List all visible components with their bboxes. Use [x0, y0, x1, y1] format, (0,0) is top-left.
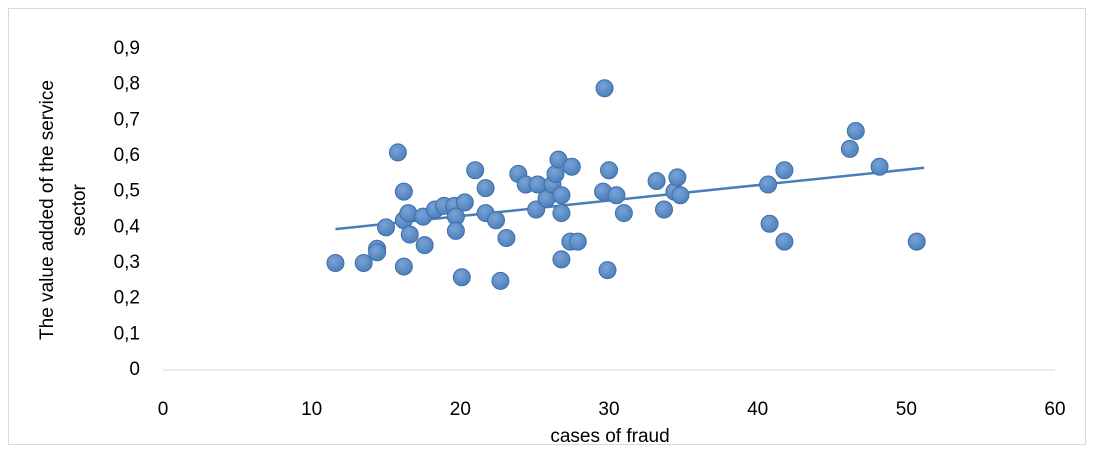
scatter-point [455, 193, 474, 212]
x-axis-label: cases of fraud [550, 426, 669, 447]
scatter-point [668, 168, 687, 187]
scatter-point [568, 232, 587, 251]
scatter-point [399, 204, 418, 223]
y-tick-label: 0,2 [114, 288, 140, 309]
scatter-point [562, 157, 581, 176]
scatter-point [466, 161, 485, 180]
trendline [335, 166, 925, 231]
y-axis-label-line: The value added of the service [37, 80, 58, 340]
scatter-point [775, 232, 794, 251]
scatter-point [595, 79, 614, 98]
scatter-point [354, 254, 373, 272]
scatter-point [552, 186, 571, 205]
scatter-point [388, 143, 407, 162]
scatter-point [647, 171, 666, 190]
x-tick-label: 40 [747, 399, 768, 420]
scatter-point [326, 254, 345, 272]
scatter-point [552, 204, 571, 223]
scatter-point [452, 268, 471, 287]
y-tick-label: 0,9 [114, 38, 140, 59]
scatter-point [377, 218, 395, 237]
scatter-point [600, 161, 618, 180]
y-tick-label: 0,1 [114, 323, 140, 344]
y-tick-label: 0,7 [114, 109, 140, 130]
y-tick-label: 0,8 [114, 74, 140, 95]
scatter-point [487, 211, 506, 230]
scatter-point [394, 257, 413, 276]
scatter-point [775, 161, 794, 180]
scatter-point [598, 261, 617, 280]
y-tick-label: 0,5 [114, 181, 140, 202]
scatter-point [759, 175, 778, 194]
scatter-point [497, 229, 516, 248]
scatter-point [907, 232, 926, 251]
y-tick-label: 0,4 [114, 216, 141, 237]
scatter-point [446, 221, 465, 240]
y-axis-label-line: sector [69, 183, 90, 235]
x-tick-label: 50 [896, 399, 917, 420]
scatter-point [840, 139, 859, 158]
scatter-point [671, 186, 690, 205]
scatter-point [491, 271, 510, 290]
scatter-point [400, 225, 419, 244]
scatter-point [368, 243, 387, 262]
scatter-point [760, 214, 779, 233]
scatter-point [870, 157, 889, 176]
x-tick-label: 60 [1044, 399, 1065, 420]
scatter-point [394, 182, 413, 201]
scatter-point [846, 122, 865, 141]
scatter-point [415, 236, 434, 255]
chart-border [8, 8, 1086, 445]
scatter-point [607, 186, 626, 205]
scatter-point [655, 200, 674, 219]
scatter-point [476, 179, 495, 198]
y-axis-label: The value added of the service sector [37, 80, 90, 340]
y-tick-label: 0 [129, 359, 140, 380]
scatter-point [614, 204, 633, 223]
x-tick-label: 0 [158, 399, 169, 420]
x-tick-label: 30 [598, 399, 619, 420]
y-tick-label: 0,6 [114, 145, 140, 166]
x-tick-label: 10 [301, 399, 322, 420]
scatter-point [552, 250, 571, 269]
y-tick-label: 0,3 [114, 252, 140, 273]
x-tick-label: 20 [450, 399, 471, 420]
